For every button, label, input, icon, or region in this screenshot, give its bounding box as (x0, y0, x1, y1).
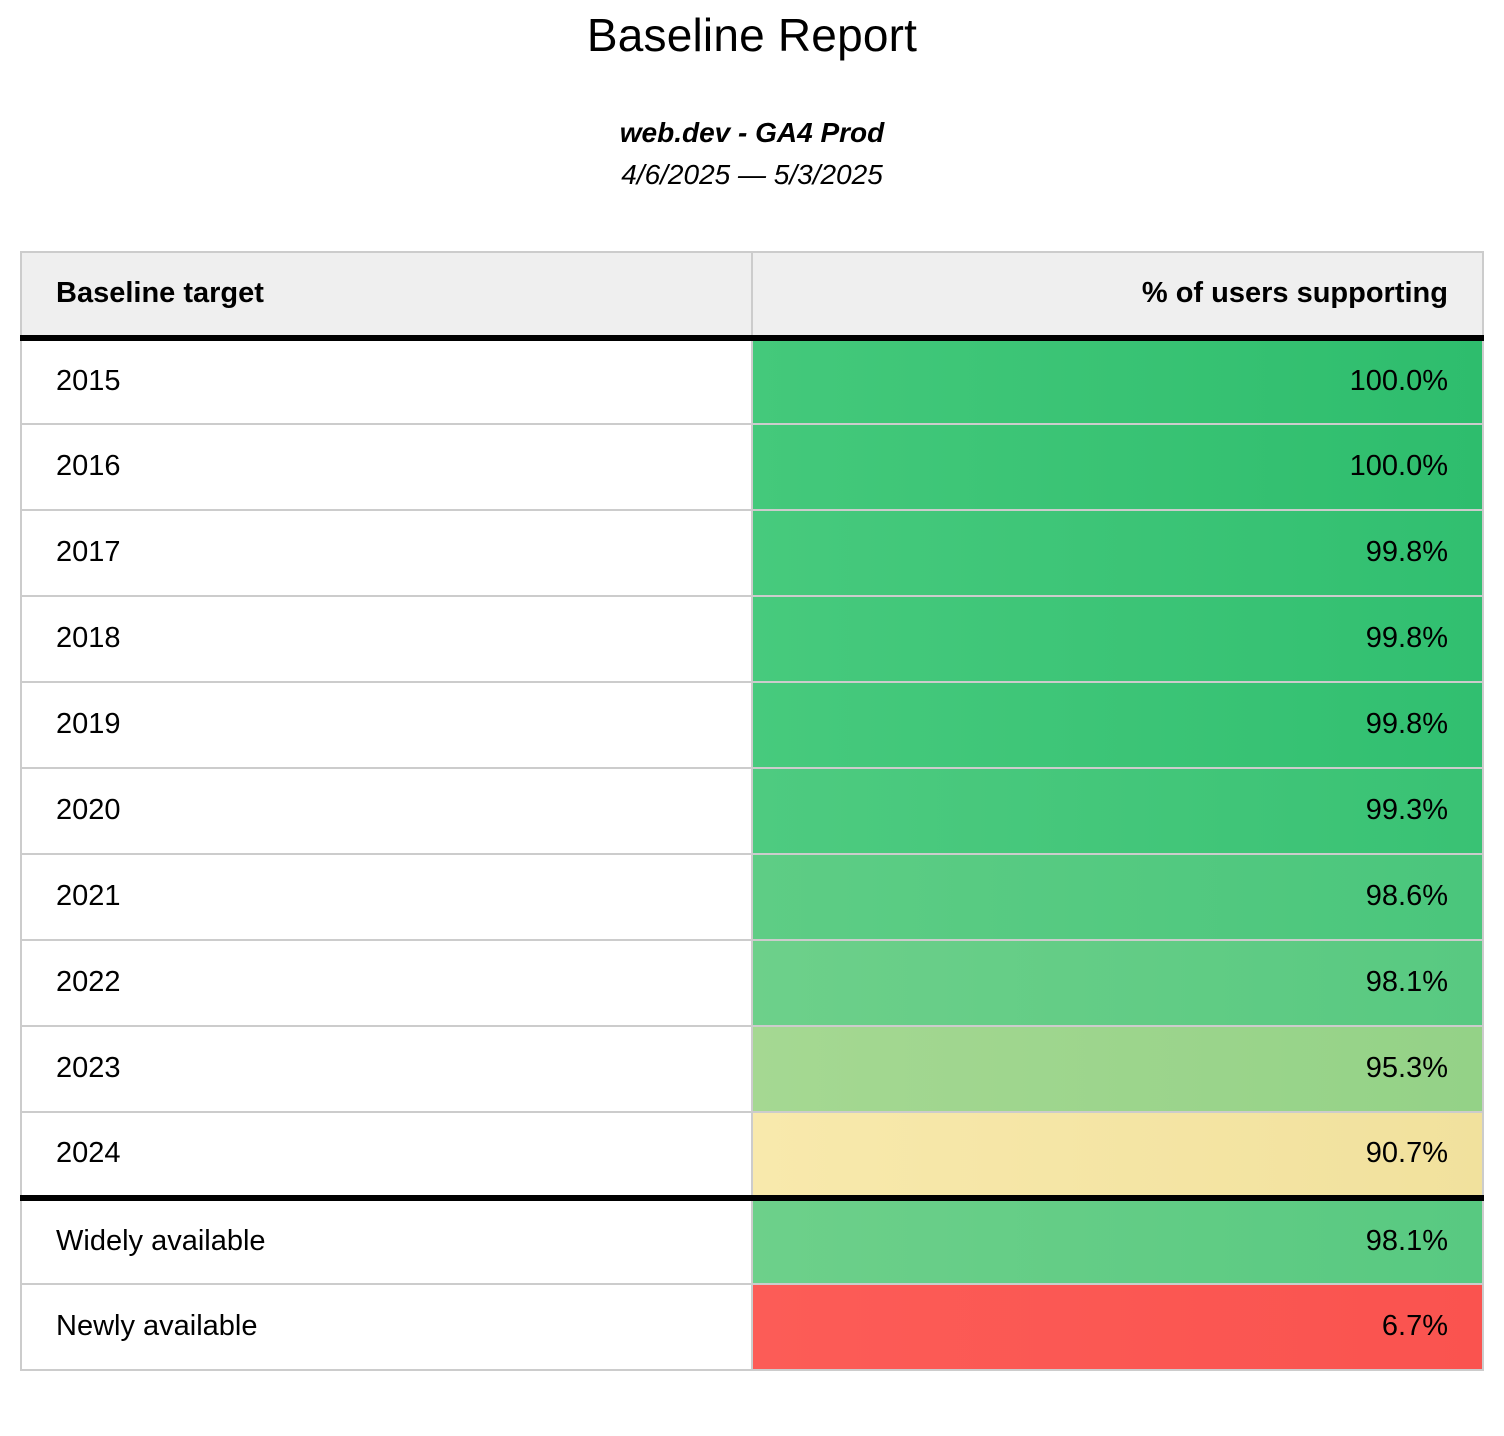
page-title: Baseline Report (586, 9, 918, 61)
baseline-target-cell: 2021 (20, 852, 753, 941)
table-row: 2024 90.7% (20, 1110, 1484, 1199)
percent-supporting-cell: 90.7% (751, 1110, 1484, 1199)
baseline-target-cell: 2016 (20, 422, 753, 511)
table-row: 2019 99.8% (20, 680, 1484, 769)
baseline-support-table: Baseline target % of users supporting 20… (20, 250, 1484, 1371)
percent-supporting-cell: 100.0% (751, 336, 1484, 425)
baseline-target-cell: 2020 (20, 766, 753, 855)
baseline-target-cell: Newly available (20, 1282, 753, 1371)
baseline-target-cell: 2017 (20, 508, 753, 597)
table-row: 2021 98.6% (20, 852, 1484, 941)
report-date-range: 4/6/2025 — 5/3/2025 (621, 158, 883, 190)
baseline-target-cell: 2024 (20, 1110, 753, 1199)
baseline-target-cell: 2018 (20, 594, 753, 683)
table-head: Baseline target % of users supporting (20, 250, 1484, 339)
percent-supporting-cell: 6.7% (751, 1282, 1484, 1371)
percent-supporting-cell: 98.1% (751, 938, 1484, 1027)
report-page: Baseline Report web.dev - GA4 Prod 4/6/2… (0, 10, 1504, 1393)
table-row: 2018 99.8% (20, 594, 1484, 683)
table-row: 2020 99.3% (20, 766, 1484, 855)
table-header-row: Baseline target % of users supporting (20, 250, 1484, 339)
table-row: 2017 99.8% (20, 508, 1484, 597)
table-row: Newly available 6.7% (20, 1282, 1484, 1371)
percent-supporting-cell: 98.6% (751, 852, 1484, 941)
baseline-target-cell: 2015 (20, 336, 753, 425)
percent-supporting-cell: 98.1% (751, 1196, 1484, 1285)
percent-supporting-cell: 99.8% (751, 594, 1484, 683)
column-header-percent-users-supporting: % of users supporting (751, 250, 1484, 339)
table-row: 2016 100.0% (20, 422, 1484, 511)
table-row: 2023 95.3% (20, 1024, 1484, 1113)
baseline-target-cell: 2019 (20, 680, 753, 769)
table-row: Widely available 98.1% (20, 1196, 1484, 1285)
percent-supporting-cell: 99.3% (751, 766, 1484, 855)
baseline-target-cell: 2023 (20, 1024, 753, 1113)
table-row: 2022 98.1% (20, 938, 1484, 1027)
column-header-baseline-target: Baseline target (20, 250, 753, 339)
table-body: 2015 100.0% 2016 100.0% 2017 99.8% 2018 99.8% 20… (20, 336, 1484, 1371)
baseline-target-cell: Widely available (20, 1196, 753, 1285)
percent-supporting-cell: 99.8% (751, 680, 1484, 769)
percent-supporting-cell: 95.3% (751, 1024, 1484, 1113)
percent-supporting-cell: 99.8% (751, 508, 1484, 597)
baseline-target-cell: 2022 (20, 938, 753, 1027)
report-subtitle: web.dev - GA4 Prod (619, 116, 885, 148)
table-row: 2015 100.0% (20, 336, 1484, 425)
percent-supporting-cell: 100.0% (751, 422, 1484, 511)
